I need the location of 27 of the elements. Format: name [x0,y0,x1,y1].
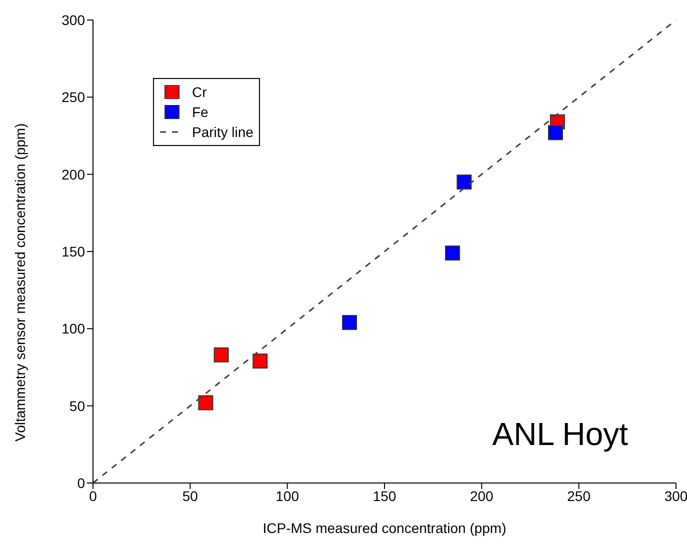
y-tick-label: 250 [62,89,86,106]
point [198,395,214,410]
x-tick-label: 150 [372,488,396,504]
y-tick-label: 200 [62,166,86,182]
point [252,354,268,369]
y-tick-label: 300 [62,12,86,28]
point [456,174,472,190]
legend-label: Cr [192,84,207,100]
legend-label: Fe [192,104,208,120]
point [548,125,564,140]
y-tick-label: 0 [77,474,86,491]
x-tick-label: 200 [470,488,494,504]
x-tick-label: 250 [567,488,591,504]
x-axis-title: ICP-MS measured concentration (ppm) [262,520,506,536]
y-tick-label: 100 [62,320,86,337]
y-tick-label: 150 [62,243,86,260]
point [445,246,460,261]
point [214,347,229,362]
x-tick-label: 300 [664,488,687,504]
x-tick-label: 0 [89,488,98,504]
y-tick-label: 50 [69,398,86,414]
annotation: ANL Hoyt [492,416,628,453]
x-tick-label: 50 [182,488,198,504]
legend-label: Parity line [192,124,254,140]
x-tick-label: 100 [276,488,300,504]
point [342,314,358,330]
y-axis-title: Voltammetry sensor measured concentration (ppm) [12,123,28,442]
